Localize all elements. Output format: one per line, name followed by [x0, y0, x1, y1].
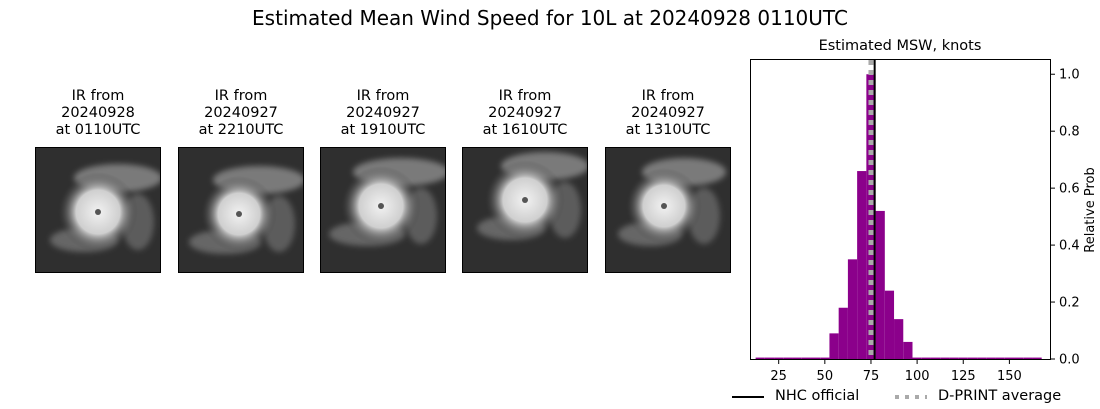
histogram-bar [977, 357, 987, 359]
y-tick-label: 0.0 [1059, 353, 1080, 368]
histogram-bar [810, 357, 821, 359]
y-tick-label: 0.2 [1059, 296, 1080, 311]
y-axis-label: Relative Prob [1083, 167, 1098, 252]
ir-panel: IR from 20240927 at 2210UTC [178, 88, 304, 273]
ir-image [35, 147, 161, 273]
ir-panel: IR from 20240927 at 1910UTC [320, 88, 446, 273]
histogram-bar [1004, 357, 1015, 359]
ir-caption: IR from 20240928 at 0110UTC [55, 88, 141, 138]
histogram-bar [755, 357, 765, 359]
y-tick-label: 0.8 [1059, 125, 1080, 140]
histogram-bar [857, 171, 867, 359]
histogram-bar [829, 333, 839, 359]
chart-title: Estimated MSW, knots [819, 38, 982, 54]
y-tick-label: 0.4 [1059, 239, 1080, 254]
legend-dprint-label: D-PRINT average [938, 388, 1062, 404]
ir-panel: IR from 20240927 at 1310UTC [605, 88, 731, 273]
histogram-bar [820, 357, 830, 359]
ir-caption: IR from 20240927 at 1310UTC [625, 88, 711, 138]
histogram-bar [921, 357, 931, 359]
x-tick-label: 100 [905, 369, 930, 384]
histogram-bar [1023, 357, 1033, 359]
histogram-bar [783, 357, 793, 359]
histogram-bar [884, 290, 895, 359]
histogram-bar [1032, 357, 1042, 359]
figure-title: Estimated Mean Wind Speed for 10L at 202… [252, 6, 848, 30]
ir-caption: IR from 20240927 at 1610UTC [482, 88, 568, 138]
plot-frame [750, 59, 1051, 360]
ir-image [605, 147, 731, 273]
histogram-bar [764, 357, 775, 359]
x-tick-label: 75 [863, 369, 880, 384]
histogram-bar [986, 357, 996, 359]
legend-nhc-label: NHC official [775, 388, 860, 404]
x-tick-label: 125 [951, 369, 976, 384]
histogram-bar [903, 341, 913, 359]
histogram-bar [792, 357, 802, 359]
ir-caption: IR from 20240927 at 2210UTC [198, 88, 284, 138]
ir-image [178, 147, 304, 273]
histogram-bar [940, 357, 950, 359]
ir-panel: IR from 20240928 at 0110UTC [35, 88, 161, 273]
histogram-bar [801, 357, 811, 359]
x-tick-label: 50 [817, 369, 834, 384]
histogram-bar [958, 357, 968, 359]
ir-image [320, 147, 446, 273]
histogram-bar [912, 357, 922, 359]
histogram-bar [995, 357, 1005, 359]
x-tick-label: 25 [770, 369, 787, 384]
histogram-bar [949, 357, 959, 359]
ir-image [462, 147, 588, 273]
histogram-bar [875, 210, 885, 359]
histogram-bar [1014, 357, 1024, 359]
y-tick-label: 0.6 [1059, 182, 1080, 197]
x-tick-label: 150 [997, 369, 1022, 384]
y-tick-label: 1.0 [1059, 68, 1080, 83]
ir-panel: IR from 20240927 at 1610UTC [462, 88, 588, 273]
ir-caption: IR from 20240927 at 1910UTC [340, 88, 426, 138]
histogram-bar [967, 357, 978, 359]
histogram-bar [894, 319, 904, 359]
histogram-bar [774, 357, 784, 359]
histogram-bar [847, 259, 858, 359]
histogram-bar [838, 307, 848, 359]
histogram-bar [930, 357, 941, 359]
histogram-bar [866, 74, 876, 359]
